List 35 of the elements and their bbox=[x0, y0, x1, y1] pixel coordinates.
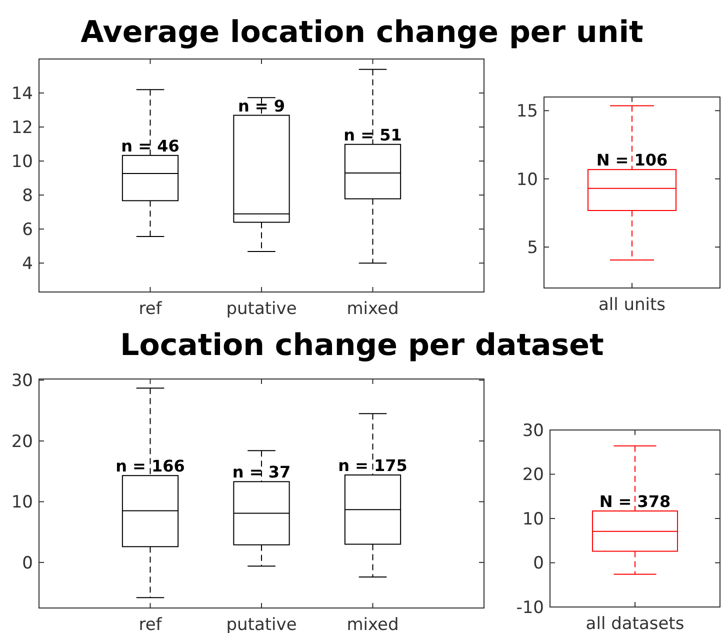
y-tick-label: 10 bbox=[516, 170, 538, 190]
y-tick-label: 30 bbox=[11, 371, 33, 392]
y-tick-label: 5 bbox=[527, 238, 538, 258]
annotation: n = 166 bbox=[116, 456, 185, 476]
annotation: N = 106 bbox=[596, 150, 668, 170]
y-tick-label: 30 bbox=[522, 420, 544, 441]
chart-title: Location change per dataset bbox=[120, 328, 604, 363]
x-tick-label: all datasets bbox=[586, 614, 684, 633]
annotation: n = 175 bbox=[338, 456, 408, 475]
y-tick-label: 20 bbox=[11, 432, 33, 452]
x-tick-label: ref bbox=[138, 615, 163, 633]
y-tick-label: 0 bbox=[22, 553, 33, 574]
y-tick-label: -10 bbox=[516, 598, 544, 618]
x-tick-label: putative bbox=[226, 299, 297, 319]
y-tick-label: 10 bbox=[522, 509, 544, 530]
y-tick-label: 10 bbox=[11, 152, 33, 172]
y-tick-label: 8 bbox=[22, 186, 33, 206]
x-tick-label: mixed bbox=[346, 299, 399, 319]
x-tick-label: ref bbox=[138, 299, 163, 319]
annotation: n = 46 bbox=[121, 136, 180, 156]
annotation: n = 37 bbox=[232, 462, 291, 482]
annotation: n = 51 bbox=[344, 125, 402, 144]
y-tick-label: 12 bbox=[11, 118, 33, 138]
x-tick-label: mixed bbox=[346, 615, 399, 633]
y-tick-label: 10 bbox=[11, 492, 33, 513]
y-tick-label: 20 bbox=[522, 465, 544, 486]
y-tick-label: 6 bbox=[22, 220, 33, 240]
annotation: N = 378 bbox=[599, 492, 671, 511]
y-tick-label: 4 bbox=[22, 254, 33, 274]
y-tick-label: 15 bbox=[516, 102, 538, 122]
x-tick-label: all units bbox=[598, 295, 666, 315]
chart-title: Average location change per unit bbox=[80, 15, 644, 50]
annotation: n = 9 bbox=[238, 96, 286, 116]
y-tick-label: 14 bbox=[11, 84, 33, 104]
y-tick-label: 0 bbox=[533, 554, 544, 574]
